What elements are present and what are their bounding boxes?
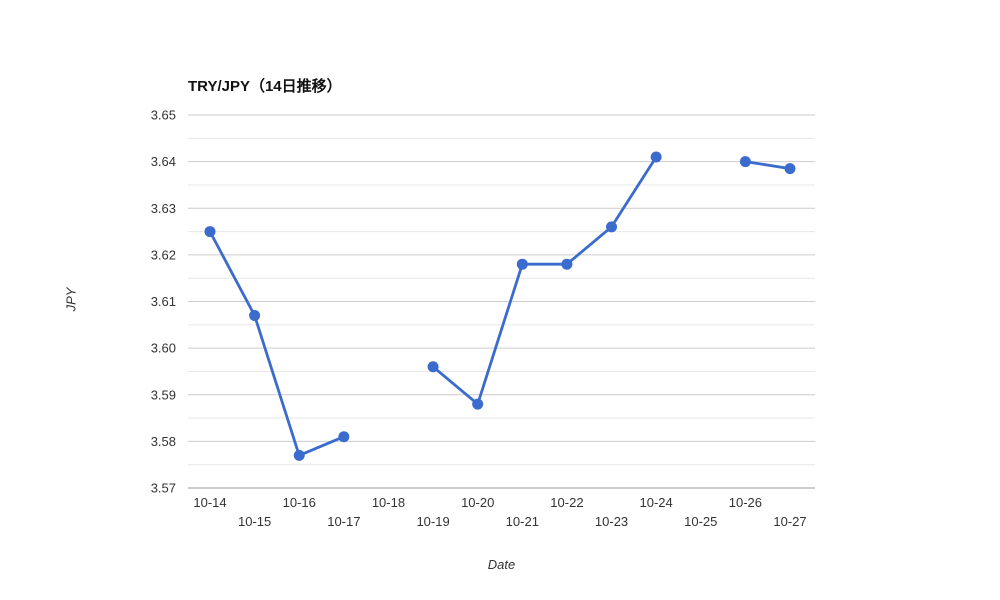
y-axis-label: JPY	[63, 287, 79, 312]
chart-title: TRY/JPY（14日推移）	[188, 78, 342, 95]
data-point	[338, 431, 350, 443]
data-point	[472, 398, 484, 410]
y-tick-label: 3.57	[151, 481, 176, 496]
x-tick-label: 10-22	[550, 495, 583, 510]
x-tick-label: 10-17	[327, 514, 360, 529]
x-tick-label: 10-27	[773, 514, 806, 529]
x-tick-label: 10-18	[372, 495, 405, 510]
series-line-segment	[744, 160, 792, 171]
y-tick-label: 3.59	[151, 387, 176, 402]
x-tick-label: 10-16	[283, 495, 316, 510]
data-point	[606, 221, 618, 233]
data-point	[293, 449, 305, 461]
x-axis-label: Date	[487, 557, 516, 572]
series-line-segment	[431, 155, 658, 406]
data-point	[516, 258, 528, 270]
y-tick-label: 3.58	[151, 434, 176, 449]
x-tick-label: 10-19	[416, 514, 449, 529]
x-tick-label: 10-24	[640, 495, 673, 510]
y-tick-label: 3.65	[151, 108, 176, 123]
x-tick-label: 10-14	[193, 495, 226, 510]
data-point	[739, 156, 751, 168]
data-point	[561, 258, 573, 270]
series-line-segment	[208, 230, 346, 457]
x-tick-label: 10-20	[461, 495, 494, 510]
x-tick-label: 10-25	[684, 514, 717, 529]
y-tick-label: 3.60	[151, 341, 176, 356]
data-point	[784, 163, 796, 175]
data-point	[249, 309, 261, 321]
data-point	[650, 151, 662, 163]
x-tick-label: 10-15	[238, 514, 271, 529]
x-tick-label: 10-26	[729, 495, 762, 510]
x-tick-label: 10-23	[595, 514, 628, 529]
data-point	[204, 226, 216, 238]
y-tick-label: 3.64	[151, 154, 176, 169]
y-tick-label: 3.62	[151, 247, 176, 262]
data-point	[427, 361, 439, 373]
y-tick-label: 3.61	[151, 294, 176, 309]
x-tick-label: 10-21	[506, 514, 539, 529]
y-tick-label: 3.63	[151, 201, 176, 216]
